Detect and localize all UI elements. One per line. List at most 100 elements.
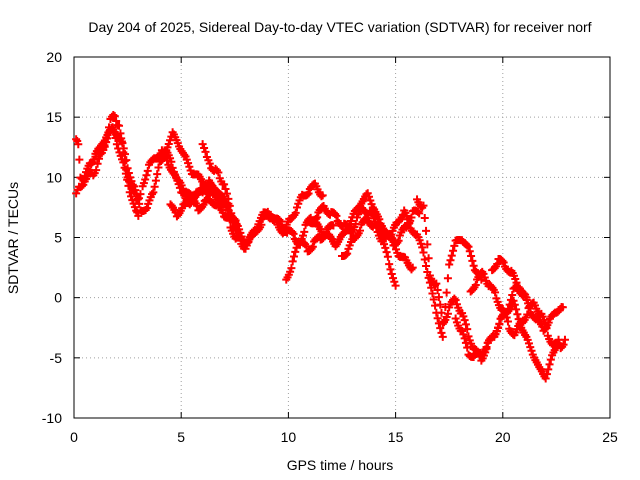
data-point-marker bbox=[154, 163, 163, 172]
data-point-marker bbox=[112, 116, 121, 125]
y-tick-label: 20 bbox=[46, 49, 62, 65]
data-point-marker bbox=[184, 159, 193, 168]
data-point-marker bbox=[291, 208, 300, 217]
data-point-marker bbox=[527, 346, 536, 355]
data-point-marker bbox=[375, 223, 384, 232]
data-point-marker bbox=[383, 252, 392, 261]
data-point-marker bbox=[508, 291, 517, 300]
data-point-marker bbox=[132, 190, 141, 199]
data-points bbox=[72, 110, 569, 383]
data-point-marker bbox=[124, 169, 133, 178]
data-point-marker bbox=[498, 256, 507, 265]
data-point-marker bbox=[512, 305, 521, 314]
data-point-marker bbox=[118, 139, 127, 148]
data-point-marker bbox=[445, 260, 454, 269]
data-point-marker bbox=[422, 226, 431, 235]
data-point-marker bbox=[541, 374, 550, 383]
data-point-marker bbox=[110, 112, 119, 121]
data-point-marker bbox=[526, 343, 535, 352]
data-point-marker bbox=[468, 256, 477, 265]
data-point-marker bbox=[389, 274, 398, 283]
x-tick-label: 15 bbox=[388, 429, 404, 445]
data-point-marker bbox=[387, 270, 396, 279]
data-point-marker bbox=[218, 208, 227, 217]
data-point-marker bbox=[112, 140, 121, 149]
data-point-marker bbox=[341, 250, 350, 259]
data-point-marker bbox=[442, 288, 451, 297]
data-point-marker bbox=[432, 279, 441, 288]
data-point-marker bbox=[347, 216, 356, 225]
data-point-marker bbox=[276, 217, 285, 226]
data-point-marker bbox=[419, 201, 428, 210]
data-point-marker bbox=[123, 164, 132, 173]
data-point-marker bbox=[437, 328, 446, 337]
data-point-marker bbox=[153, 170, 162, 179]
data-point-marker bbox=[151, 176, 160, 185]
data-point-marker bbox=[420, 214, 429, 223]
data-point-marker bbox=[467, 251, 476, 260]
data-point-marker bbox=[433, 286, 442, 295]
x-tick-label: 10 bbox=[281, 429, 297, 445]
data-point-marker bbox=[134, 211, 143, 220]
data-point-marker bbox=[429, 295, 438, 304]
data-point-marker bbox=[451, 296, 460, 305]
data-point-marker bbox=[291, 247, 300, 256]
data-point-marker bbox=[77, 182, 86, 191]
chart-title: Day 204 of 2025, Sidereal Day-to-day VTE… bbox=[88, 19, 591, 35]
data-point-marker bbox=[408, 263, 417, 272]
data-point-marker bbox=[257, 220, 266, 229]
data-point-marker bbox=[109, 110, 118, 119]
data-point-marker bbox=[80, 172, 89, 181]
data-point-marker bbox=[131, 186, 140, 195]
data-point-marker bbox=[125, 188, 134, 197]
data-point-marker bbox=[199, 200, 208, 209]
data-point-marker bbox=[436, 324, 445, 333]
data-point-marker bbox=[499, 258, 508, 267]
data-point-marker bbox=[228, 218, 237, 227]
data-point-marker bbox=[198, 140, 207, 149]
data-point-marker bbox=[459, 330, 468, 339]
data-point-marker bbox=[375, 215, 384, 224]
x-axis-label: GPS time / hours bbox=[287, 457, 394, 473]
data-point-marker bbox=[381, 243, 390, 252]
data-point-marker bbox=[214, 168, 223, 177]
data-point-marker bbox=[289, 252, 298, 261]
data-point-marker bbox=[126, 173, 135, 182]
data-point-marker bbox=[469, 261, 478, 270]
data-point-marker bbox=[493, 259, 502, 268]
x-tick-label: 5 bbox=[177, 429, 185, 445]
data-point-marker bbox=[75, 155, 84, 164]
data-point-marker bbox=[343, 249, 352, 258]
axis-ticks: 0 5 10 15 20 25 -10 -5 0 5 10 15 20 bbox=[42, 49, 618, 445]
data-point-marker bbox=[74, 140, 83, 149]
y-tick-label: -10 bbox=[42, 410, 62, 426]
data-point-marker bbox=[387, 230, 396, 239]
series-sat-14 bbox=[451, 296, 563, 383]
data-point-marker bbox=[463, 325, 472, 334]
data-point-marker bbox=[200, 143, 209, 152]
data-point-marker bbox=[405, 218, 414, 227]
data-point-marker bbox=[220, 180, 229, 189]
data-point-marker bbox=[446, 256, 455, 265]
data-point-marker bbox=[130, 182, 139, 191]
data-point-marker bbox=[525, 303, 534, 312]
data-point-marker bbox=[385, 260, 394, 269]
data-point-marker bbox=[243, 238, 252, 247]
data-point-marker bbox=[419, 248, 428, 257]
series-sat-9 bbox=[282, 202, 400, 290]
data-point-marker bbox=[238, 235, 247, 244]
data-point-marker bbox=[300, 227, 309, 236]
data-point-marker bbox=[119, 144, 128, 153]
data-point-marker bbox=[150, 182, 159, 191]
data-point-marker bbox=[513, 310, 522, 319]
data-point-marker bbox=[149, 188, 158, 197]
data-point-marker bbox=[142, 171, 151, 180]
data-point-marker bbox=[544, 318, 553, 327]
data-point-marker bbox=[391, 281, 400, 290]
data-point-marker bbox=[436, 300, 445, 309]
data-point-marker bbox=[275, 216, 284, 225]
data-point-marker bbox=[390, 277, 399, 286]
data-point-marker bbox=[482, 342, 491, 351]
data-point-marker bbox=[303, 190, 312, 199]
data-point-marker bbox=[418, 243, 427, 252]
